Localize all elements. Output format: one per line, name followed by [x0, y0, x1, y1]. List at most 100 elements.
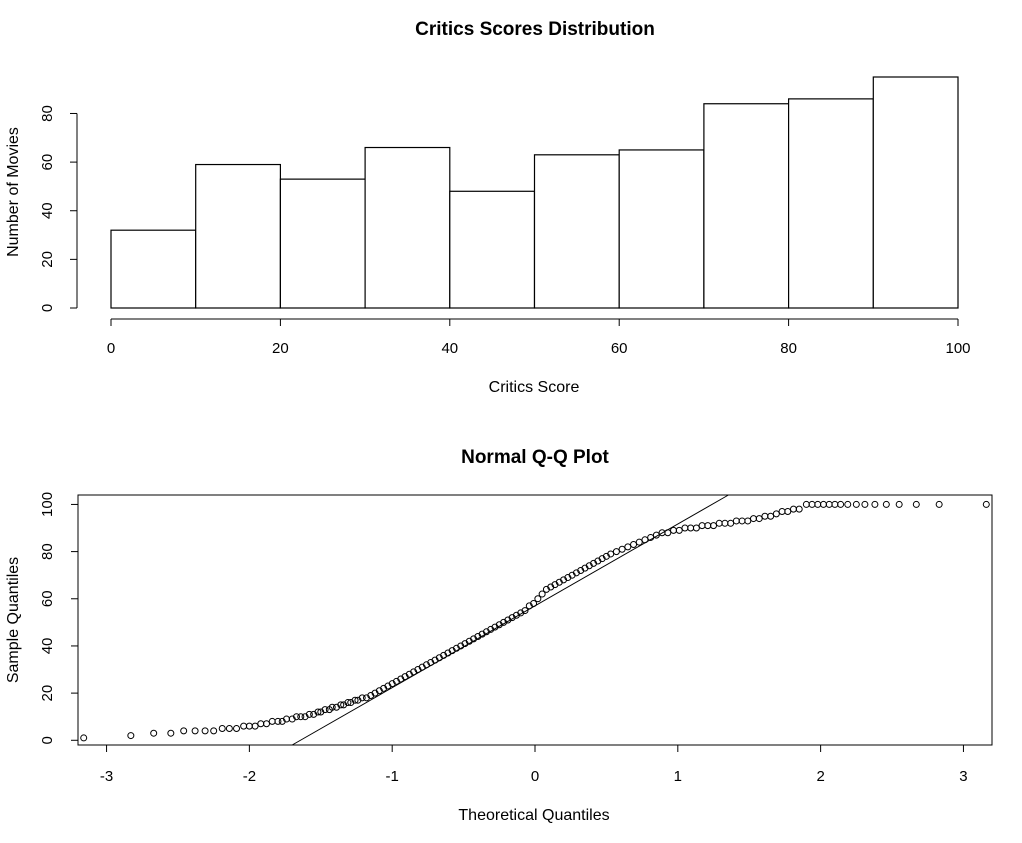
histogram-x-tick-label: 20	[272, 340, 289, 357]
histogram-y-tick-label: 80	[39, 105, 56, 122]
qq-point	[715, 519, 723, 527]
qq-y-tick-label: 60	[39, 590, 56, 607]
qq-point	[732, 517, 740, 525]
qq-point	[802, 500, 810, 508]
qq-point	[831, 500, 839, 508]
qq-point	[738, 517, 746, 525]
histogram-bar	[703, 103, 790, 309]
qq-point	[852, 500, 860, 508]
histogram-bar	[110, 229, 197, 309]
qq-point	[825, 500, 833, 508]
qq-x-tick-label: 0	[531, 768, 539, 785]
qq-point	[784, 508, 792, 516]
histogram-x-tick-label: 60	[611, 340, 628, 357]
histogram-bar	[279, 178, 366, 309]
qq-point	[351, 696, 359, 704]
histogram-y-tick-label: 60	[39, 154, 56, 171]
qq-point	[210, 727, 218, 735]
histogram-y-axis: 0 20 40 60 80	[39, 105, 78, 312]
qq-point	[789, 505, 797, 513]
qq-y-axis-title: Sample Quantiles	[5, 557, 22, 683]
qq-y-tick-label: 40	[39, 638, 56, 655]
histogram-bar	[449, 190, 536, 309]
qq-point	[837, 500, 845, 508]
qq-point	[538, 590, 546, 598]
qq-point	[635, 538, 643, 546]
qq-point	[704, 522, 712, 530]
histogram-bar	[872, 76, 959, 309]
histogram-x-tick-label: 80	[780, 340, 797, 357]
qq-x-tick-label: 1	[674, 768, 682, 785]
qq-point	[767, 512, 775, 520]
qq-point	[692, 524, 700, 532]
histogram-bar	[195, 163, 281, 309]
qq-point	[721, 519, 729, 527]
qq-point	[240, 722, 248, 730]
histogram-x-axis: 0 20 40 60 80 100	[107, 318, 971, 357]
qq-point	[257, 720, 265, 728]
qq-point	[191, 727, 199, 735]
qq-point	[297, 713, 305, 721]
qq-points	[80, 500, 990, 742]
qq-point	[814, 500, 822, 508]
qq-point	[321, 706, 329, 714]
qq-point	[344, 699, 352, 707]
histogram-x-tick-label: 40	[441, 340, 458, 357]
qq-point	[305, 710, 313, 718]
qq-point	[670, 526, 678, 534]
qq-point	[612, 548, 620, 556]
qq-point	[710, 522, 718, 530]
qq-point	[225, 724, 233, 732]
qq-point	[882, 500, 890, 508]
qq-point	[912, 500, 920, 508]
qq-point	[624, 543, 632, 551]
qq-point	[618, 545, 626, 553]
qq-point	[795, 505, 803, 513]
histogram-bar	[364, 146, 451, 309]
qq-plot-frame	[77, 494, 993, 746]
qq-point	[761, 512, 769, 520]
qq-point	[681, 524, 689, 532]
qq-point	[534, 595, 542, 603]
qq-plot-panel: Normal Q-Q Plot -3 -2 -1 0 1 2 3 020406080100 …	[5, 447, 993, 824]
histogram-bar	[618, 149, 705, 309]
qq-x-tick-label: 3	[959, 768, 967, 785]
histogram-bars	[110, 76, 959, 309]
qq-point	[218, 724, 226, 732]
qq-x-tick-label: 2	[816, 768, 824, 785]
qq-x-tick-label: -2	[243, 768, 256, 785]
qq-point	[328, 703, 336, 711]
qq-point	[698, 522, 706, 530]
qq-point	[268, 717, 276, 725]
qq-point	[675, 526, 683, 534]
qq-point	[727, 519, 735, 527]
qq-point	[819, 500, 827, 508]
histogram-x-tick-label: 0	[107, 340, 115, 357]
qq-reference-line	[291, 494, 729, 746]
qq-point	[607, 550, 615, 558]
qq-plot-title: Normal Q-Q Plot	[461, 447, 609, 468]
qq-point	[871, 500, 879, 508]
histogram-y-tick-label: 20	[39, 251, 56, 268]
qq-x-tick-label: -1	[386, 768, 399, 785]
qq-point	[778, 508, 786, 516]
histogram-title: Critics Scores Distribution	[415, 19, 655, 40]
qq-point	[358, 694, 366, 702]
qq-x-tick-label: -3	[100, 768, 113, 785]
qq-point	[772, 510, 780, 518]
qq-x-axis: -3 -2 -1 0 1 2 3	[100, 745, 968, 785]
histogram-y-axis-title: Number of Movies	[5, 127, 22, 257]
qq-point	[895, 500, 903, 508]
qq-point	[251, 722, 259, 730]
qq-y-tick-label: 100	[39, 492, 56, 517]
qq-point	[233, 724, 241, 732]
histogram-y-tick-label: 0	[39, 304, 56, 312]
qq-point	[274, 717, 282, 725]
qq-point	[808, 500, 816, 508]
qq-point	[687, 524, 695, 532]
histogram-panel: Critics Scores Distribution 0 20 40 60 80 100…	[5, 19, 971, 396]
qq-point	[167, 729, 175, 737]
qq-point	[127, 732, 135, 740]
histogram-bar	[533, 154, 620, 309]
qq-y-axis: 0 20 40 60 80 100	[39, 492, 78, 744]
